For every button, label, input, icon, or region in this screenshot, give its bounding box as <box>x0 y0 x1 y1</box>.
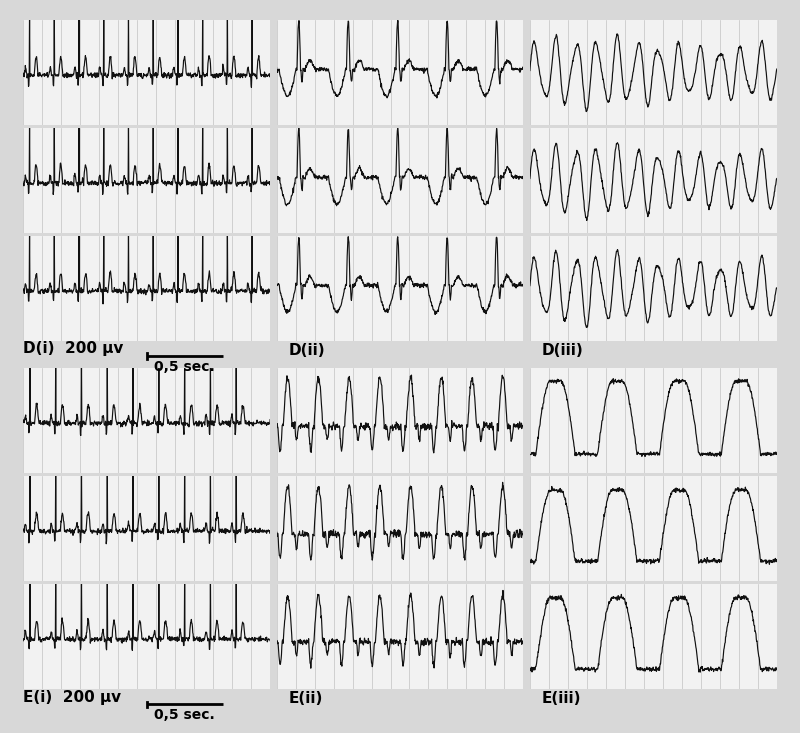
Text: E(iii): E(iii) <box>542 691 582 707</box>
Text: 0,5 sec.: 0,5 sec. <box>154 708 215 722</box>
Text: E(i)  200 μv: E(i) 200 μv <box>22 690 121 704</box>
Text: D(iii): D(iii) <box>542 343 584 358</box>
Text: D(ii): D(ii) <box>289 343 325 358</box>
Text: E(ii): E(ii) <box>289 691 323 707</box>
Text: 0,5 sec.: 0,5 sec. <box>154 360 215 374</box>
Text: D(i)  200 μv: D(i) 200 μv <box>22 342 123 356</box>
